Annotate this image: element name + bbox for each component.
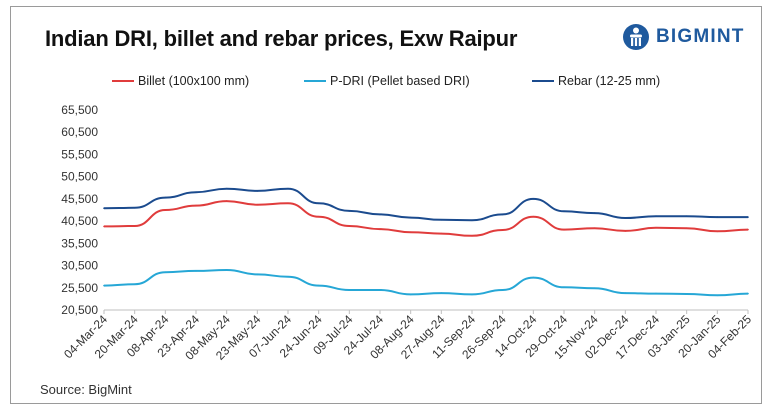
data-point (409, 216, 412, 219)
data-point (624, 217, 627, 219)
bigmint-logo-icon (623, 24, 649, 50)
legend-item-pdri: P-DRI (Pellet based DRI) (304, 74, 470, 88)
data-point (103, 284, 105, 287)
data-point (133, 225, 136, 227)
data-point (256, 203, 259, 206)
data-point (471, 293, 473, 296)
data-point (409, 231, 412, 233)
data-point (379, 213, 381, 216)
legend-item-billet: Billet (100x100 mm) (112, 74, 249, 88)
data-point (317, 202, 320, 205)
data-point (195, 270, 197, 272)
y-tick-label: 20,500 (61, 303, 98, 317)
data-point (103, 207, 105, 209)
data-point (348, 289, 351, 291)
y-tick-label: 25,500 (61, 281, 98, 295)
data-point (563, 286, 565, 289)
legend-swatch-rebar (532, 80, 554, 82)
legend-swatch-pdri (304, 80, 326, 82)
data-point (747, 292, 749, 295)
data-point (164, 196, 167, 199)
source-note: Source: BigMint (40, 382, 132, 397)
data-point (287, 202, 289, 205)
data-point (317, 284, 320, 287)
bigmint-logo-text: BIGMINT (656, 26, 745, 47)
chart-legend: Billet (100x100 mm) P-DRI (Pellet based … (0, 74, 774, 94)
data-point (256, 190, 259, 192)
y-tick-label: 30,500 (61, 259, 98, 273)
data-point (501, 289, 504, 291)
data-point (685, 227, 688, 229)
y-tick-label: 65,500 (61, 103, 98, 117)
data-point (348, 210, 351, 212)
data-point (471, 235, 473, 237)
data-point (563, 210, 565, 213)
data-point (348, 225, 351, 227)
data-point (593, 287, 596, 290)
data-point (195, 204, 197, 207)
data-point (624, 230, 627, 232)
data-point (256, 273, 259, 276)
y-tick-label: 35,500 (61, 236, 98, 250)
data-point (501, 213, 504, 216)
data-point (471, 219, 473, 221)
data-point (655, 215, 657, 217)
data-point (225, 200, 228, 202)
y-tick-label: 55,500 (61, 147, 98, 161)
data-point (225, 269, 228, 271)
legend-label-pdri: P-DRI (Pellet based DRI) (330, 74, 470, 88)
data-point (440, 292, 443, 294)
legend-swatch-billet (112, 80, 134, 82)
data-point (287, 275, 289, 278)
data-point (287, 187, 289, 190)
data-point (379, 289, 381, 291)
data-point (164, 209, 167, 211)
data-point (532, 198, 535, 200)
data-point (103, 225, 105, 228)
data-point (133, 207, 136, 209)
data-point (655, 292, 657, 295)
data-point (685, 215, 688, 217)
data-point (655, 227, 657, 229)
data-point (225, 187, 228, 190)
data-point (593, 227, 596, 229)
rebar-line (103, 187, 748, 222)
billet-line (103, 200, 749, 237)
y-axis: 65,500 60,500 55,500 50,500 45,500 40,500 35,5… (61, 103, 98, 317)
series-lines (103, 187, 749, 297)
data-point (409, 293, 412, 296)
y-tick-label: 60,500 (61, 125, 98, 139)
bigmint-logo: BIGMINT (622, 20, 745, 54)
y-tick-label: 50,500 (61, 170, 98, 184)
y-tick-label: 45,500 (61, 192, 98, 206)
pdri-line (103, 269, 749, 297)
legend-label-billet: Billet (100x100 mm) (138, 74, 250, 88)
data-point (747, 228, 749, 231)
data-point (747, 216, 749, 218)
data-point (593, 212, 596, 214)
legend-label-rebar: Rebar (12-25 mm) (558, 74, 661, 88)
chart-frame (10, 6, 762, 404)
data-point (532, 276, 535, 279)
chart-title: Indian DRI, billet and rebar prices, Exw… (45, 26, 518, 51)
data-point (195, 191, 197, 193)
data-point (317, 215, 320, 218)
x-axis: 04-Mar-2420-Mar-2408-Apr-2423-Apr-2408-M… (61, 309, 754, 363)
data-point (716, 294, 719, 297)
data-point (716, 216, 719, 218)
data-point (532, 215, 535, 218)
data-point (379, 228, 381, 230)
data-point (563, 228, 565, 231)
data-point (164, 271, 167, 274)
data-point (685, 293, 688, 295)
data-point (440, 219, 443, 221)
data-point (440, 232, 443, 235)
legend-item-rebar: Rebar (12-25 mm) (532, 74, 660, 88)
data-point (624, 292, 627, 294)
y-tick-label: 40,500 (61, 214, 98, 228)
data-point (501, 229, 504, 231)
data-point (716, 230, 719, 233)
data-point (133, 283, 136, 286)
